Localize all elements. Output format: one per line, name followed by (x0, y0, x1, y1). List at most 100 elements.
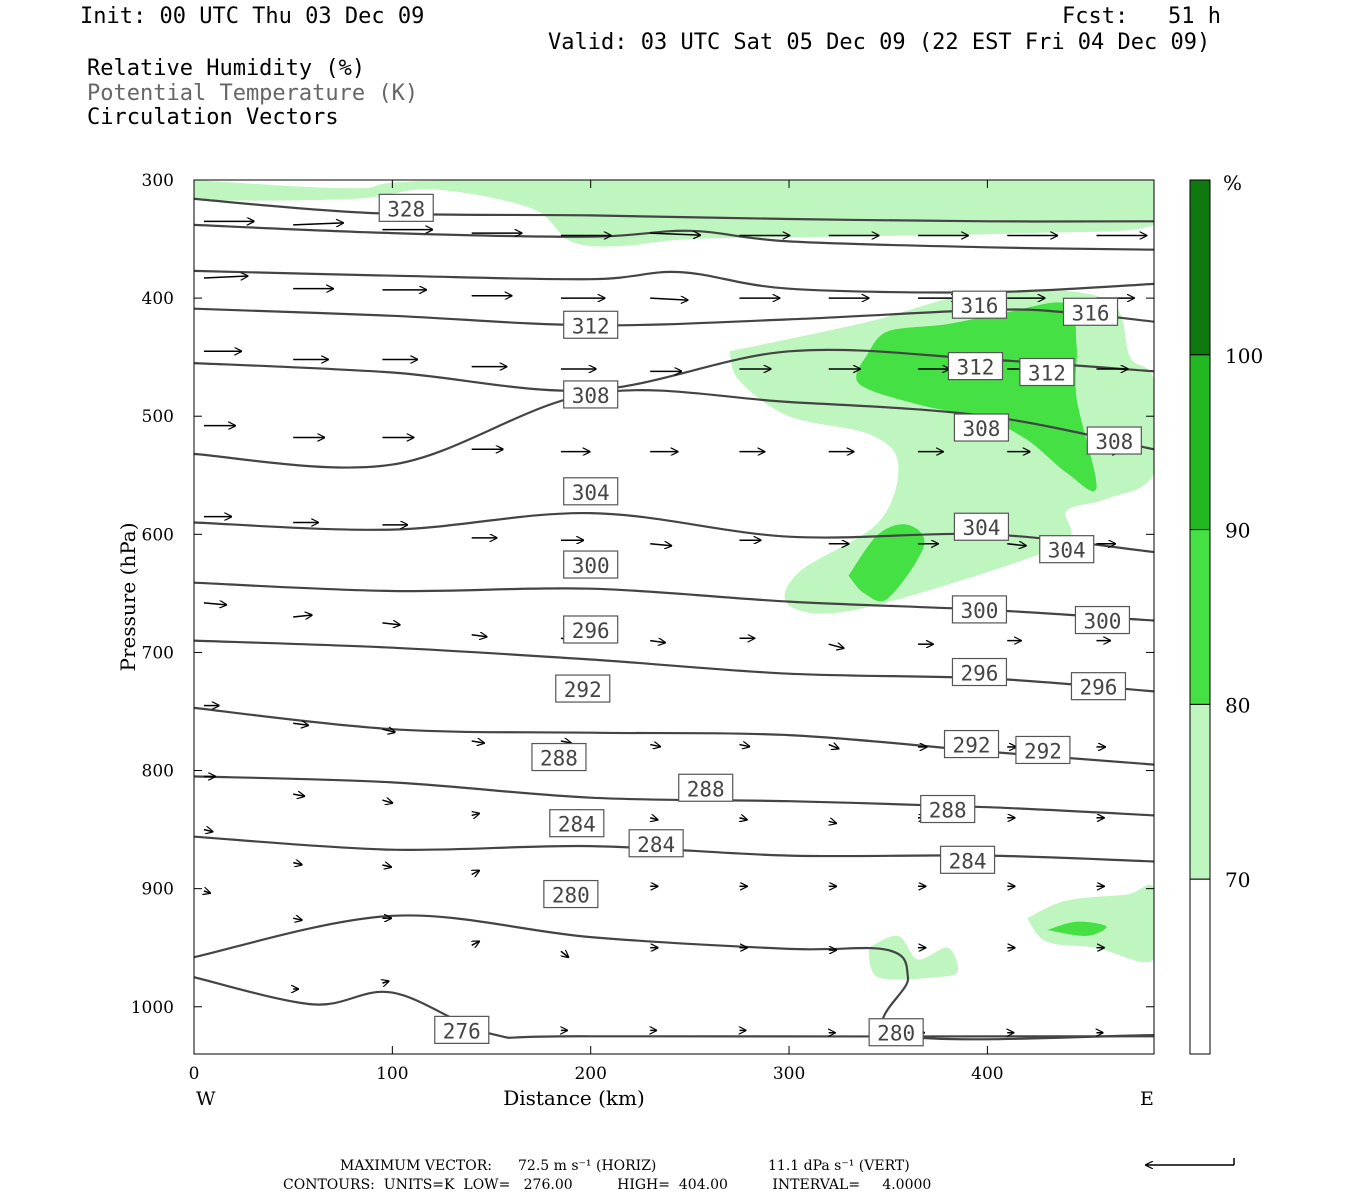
axes: 0 100 200 300 400 300 400 500 600 700 800 900 1000 Di… (116, 171, 1154, 1110)
plot-frame (193, 179, 1155, 1055)
contour-label: 288 (920, 794, 976, 824)
theta-contour-300 (194, 581, 1154, 622)
contour-label-text: 312 (572, 314, 610, 338)
contour-label-box (549, 809, 605, 838)
contour-label-text: 308 (1095, 430, 1133, 454)
circulation-vector (382, 800, 392, 803)
contour-label-box (555, 674, 611, 703)
circulation-vector (650, 641, 665, 643)
contour-label-box (678, 773, 734, 802)
contour-label-box (947, 352, 1004, 381)
rh-region-80 (848, 524, 925, 602)
contour-label: 304 (563, 477, 619, 506)
east-label: E (1140, 1088, 1154, 1110)
circulation-vector (293, 863, 302, 865)
contour-label-box (563, 550, 619, 579)
contour-label: 308 (563, 380, 619, 409)
rh-region-80 (955, 68, 1027, 101)
valid-time: Valid: 03 UTC Sat 05 Dec 09 (22 EST Fri … (548, 30, 1211, 55)
colorbar-label: 70 (1225, 868, 1250, 892)
circulation-vector (828, 745, 839, 749)
contour-label: 316 (1062, 297, 1119, 326)
contour-label-box (943, 729, 1000, 759)
contour-label: 312 (563, 310, 619, 339)
contour-label: 308 (1086, 426, 1142, 455)
circulation-vector (650, 544, 671, 546)
circulation-vector (472, 941, 480, 945)
contour-label-text: 300 (1083, 610, 1121, 634)
contour-label-text: 300 (572, 554, 610, 578)
contour-label-box (920, 794, 976, 824)
circulation-vector (561, 951, 569, 957)
circulation-vector (650, 233, 700, 235)
theta-contour-316 (194, 307, 1154, 327)
theta-contour-288 (194, 775, 1154, 817)
contour-label-box (531, 742, 587, 772)
theta-contour-296 (194, 639, 1154, 693)
contour-label-text: 284 (558, 813, 596, 837)
contour-label-text: 292 (953, 734, 991, 758)
rh-region-80 (856, 302, 1097, 492)
circulation-vector (382, 865, 391, 867)
contour-label: 304 (953, 512, 1010, 541)
contour-label-box (1062, 297, 1119, 326)
circulation-vector (739, 818, 747, 820)
colorbar-label: 100 (1225, 344, 1263, 368)
contour-label: 292 (1015, 735, 1071, 765)
circulation-vector (203, 276, 248, 278)
contour-label: 328 (378, 193, 434, 222)
colorbar-segment (1189, 878, 1211, 1055)
circulation-vector (382, 981, 388, 983)
contour-label: 284 (939, 845, 996, 874)
contour-label-box (563, 615, 619, 644)
contour-label-text: 316 (1072, 301, 1110, 325)
contour-label-text: 288 (687, 777, 725, 801)
contour-label: 300 (1074, 605, 1131, 635)
colorbar: % 100 90 80 70 (1189, 171, 1263, 1055)
y-tick-label: 800 (142, 762, 174, 782)
colorbar-unit: % (1223, 171, 1242, 195)
y-tick-label: 500 (142, 407, 174, 427)
contour-label-text: 296 (572, 619, 610, 643)
circulation-vector (1007, 544, 1026, 546)
x-tick-label: 400 (971, 1064, 1003, 1084)
init-time: Init: 00 UTC Thu 03 Dec 09 (80, 4, 425, 29)
contour-label-box (628, 829, 684, 858)
circulation-vector (204, 891, 210, 893)
field-vectors: Circulation Vectors (87, 105, 339, 130)
circulation-vector (472, 813, 480, 815)
y-tick-label: 1000 (131, 998, 174, 1018)
contour-label: 300 (563, 550, 619, 579)
contour-label-box (543, 879, 599, 909)
contour-label-box (563, 477, 619, 506)
vector-layer (204, 221, 1147, 1032)
contour-label: 288 (678, 773, 734, 802)
circulation-vector (293, 615, 312, 617)
reference-vector (1146, 1158, 1235, 1165)
contour-label: 276 (434, 1015, 490, 1044)
contour-label-text: 280 (552, 884, 590, 908)
contour-label: 288 (531, 742, 587, 772)
circulation-vector (739, 745, 749, 747)
contour-label: 292 (943, 729, 1000, 759)
contour-label-box (1019, 357, 1075, 387)
circulation-vector (293, 918, 302, 920)
circulation-vector (650, 745, 660, 747)
contour-label-box (951, 657, 1008, 687)
contour-label-box (1086, 426, 1142, 455)
contour-label: 308 (953, 413, 1010, 442)
contour-label-box (1039, 535, 1095, 564)
max-vector-label: MAXIMUM VECTOR: (340, 1158, 492, 1174)
contour-label-text: 276 (443, 1019, 481, 1043)
circulation-vector (472, 870, 480, 874)
y-tick-label: 700 (142, 643, 174, 663)
contour-label-text: 308 (962, 417, 1000, 441)
x-tick-label: 0 (189, 1064, 200, 1084)
y-axis-label: Pressure (hPa) (116, 523, 140, 672)
contour-label: 316 (951, 290, 1008, 319)
colorbar-segment (1189, 179, 1211, 356)
x-tick-label: 300 (773, 1064, 805, 1084)
y-tick-label: 400 (142, 289, 174, 309)
circulation-vector (203, 603, 227, 605)
theta-contour-328 (194, 197, 1154, 223)
